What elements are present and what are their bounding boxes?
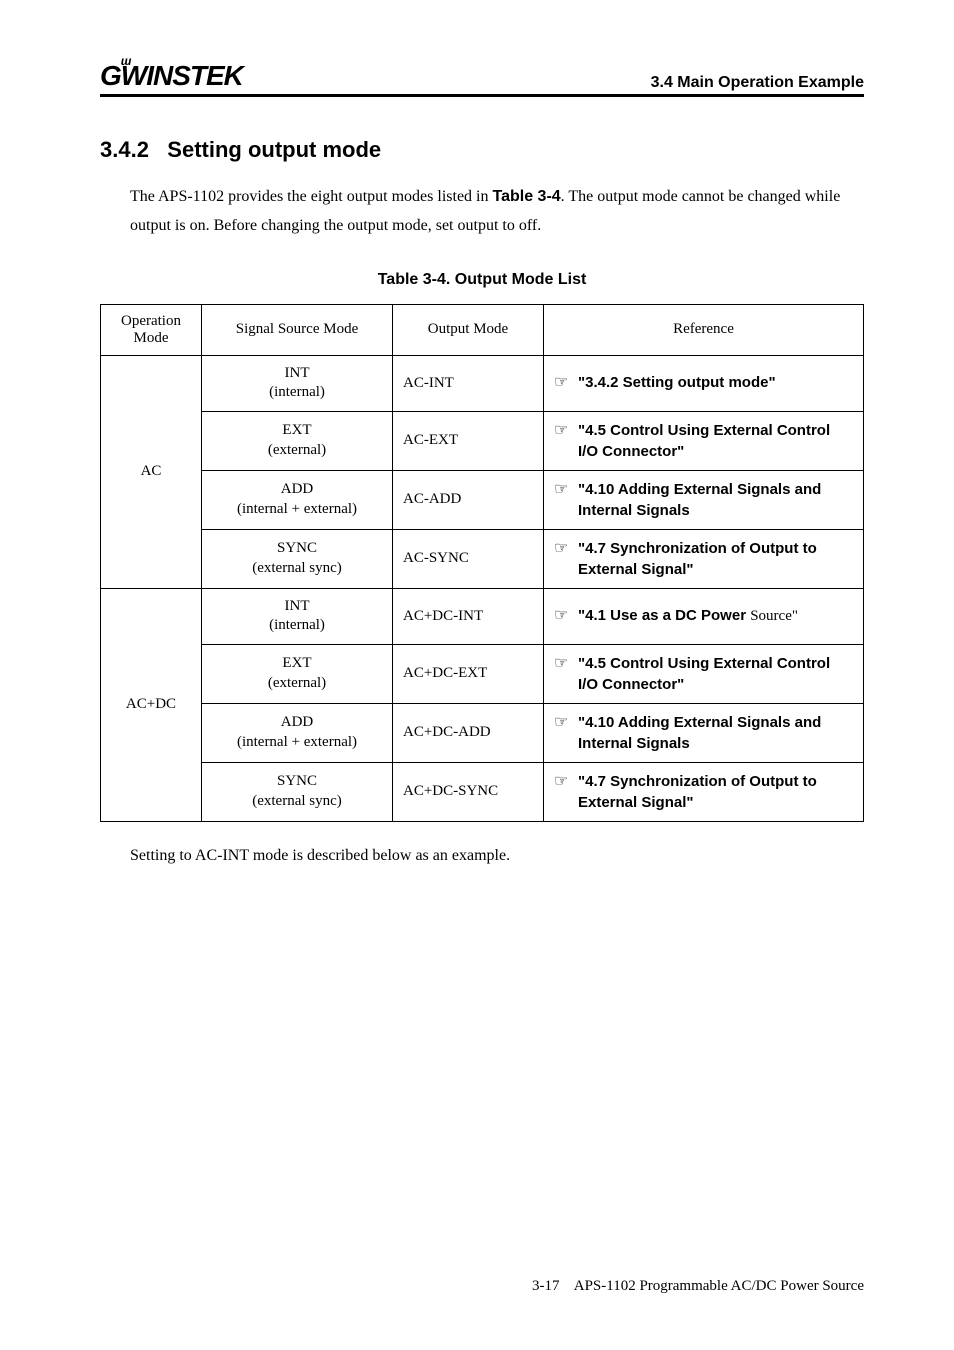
cell-reference: ☞"4.5 Control Using External Control I/O…	[544, 644, 864, 703]
th-signal-source: Signal Source Mode	[202, 304, 393, 355]
cell-output-mode: AC+DC-SYNC	[393, 762, 544, 821]
table-row: ACINT(internal)AC-INT☞"3.4.2 Setting out…	[101, 355, 864, 411]
page: GшWINSTEK 3.4 Main Operation Example 3.4…	[0, 0, 954, 1350]
cell-reference: ☞"4.7 Synchronization of Output to Exter…	[544, 762, 864, 821]
cell-output-mode: AC+DC-INT	[393, 588, 544, 644]
cell-output-mode: AC-SYNC	[393, 529, 544, 588]
th-operation-mode: Operation Mode	[101, 304, 202, 355]
cell-signal-source: EXT(external)	[202, 411, 393, 470]
reference-text: "4.1 Use as a DC Power Source"	[578, 605, 847, 627]
pointer-icon: ☞	[554, 479, 578, 501]
cell-output-mode: AC+DC-EXT	[393, 644, 544, 703]
pointer-icon: ☞	[554, 372, 578, 394]
pointer-icon: ☞	[554, 653, 578, 675]
cell-signal-source: INT(internal)	[202, 355, 393, 411]
cell-reference: ☞"4.1 Use as a DC Power Source"	[544, 588, 864, 644]
cell-signal-source: ADD(internal + external)	[202, 703, 393, 762]
reference-text: "4.10 Adding External Signals and Intern…	[578, 479, 847, 521]
heading-title: Setting output mode	[167, 137, 381, 162]
cell-signal-source: INT(internal)	[202, 588, 393, 644]
cell-output-mode: AC-ADD	[393, 470, 544, 529]
cell-reference: ☞"4.7 Synchronization of Output to Exter…	[544, 529, 864, 588]
brand-logo: GшWINSTEK	[100, 60, 243, 92]
after-table-text: Setting to AC-INT mode is described belo…	[130, 847, 864, 865]
cell-operation-mode: AC	[101, 355, 202, 588]
reference-text: "4.5 Control Using External Control I/O …	[578, 420, 847, 462]
intro-paragraph: The APS-1102 provides the eight output m…	[130, 183, 864, 241]
table-row: ADD(internal + external)AC-ADD☞"4.10 Add…	[101, 470, 864, 529]
page-header: GшWINSTEK 3.4 Main Operation Example	[100, 60, 864, 97]
reference-text: "3.4.2 Setting output mode"	[578, 372, 847, 393]
intro-table-ref: Table 3-4	[493, 188, 561, 205]
footer-page-number: 3-17	[532, 1278, 560, 1294]
pointer-icon: ☞	[554, 538, 578, 560]
reference-text: "4.10 Adding External Signals and Intern…	[578, 712, 847, 754]
table-row: EXT(external)AC-EXT☞"4.5 Control Using E…	[101, 411, 864, 470]
th-output-mode: Output Mode	[393, 304, 544, 355]
pointer-icon: ☞	[554, 605, 578, 627]
cell-output-mode: AC-EXT	[393, 411, 544, 470]
table-row: SYNC(external sync)AC-SYNC☞"4.7 Synchron…	[101, 529, 864, 588]
cell-signal-source: SYNC(external sync)	[202, 529, 393, 588]
page-footer: 3-17 APS-1102 Programmable AC/DC Power S…	[532, 1278, 864, 1295]
table-row: EXT(external)AC+DC-EXT☞"4.5 Control Usin…	[101, 644, 864, 703]
pointer-icon: ☞	[554, 771, 578, 793]
table-header-row: Operation Mode Signal Source Mode Output…	[101, 304, 864, 355]
reference-text: "4.7 Synchronization of Output to Extern…	[578, 538, 847, 580]
table-row: SYNC(external sync)AC+DC-SYNC☞"4.7 Synch…	[101, 762, 864, 821]
table-row: ADD(internal + external)AC+DC-ADD☞"4.10 …	[101, 703, 864, 762]
table-row: AC+DCINT(internal)AC+DC-INT☞"4.1 Use as …	[101, 588, 864, 644]
cell-reference: ☞"4.10 Adding External Signals and Inter…	[544, 470, 864, 529]
heading-number: 3.4.2	[100, 137, 149, 162]
pointer-icon: ☞	[554, 420, 578, 442]
reference-text: "4.5 Control Using External Control I/O …	[578, 653, 847, 695]
cell-output-mode: AC+DC-ADD	[393, 703, 544, 762]
cell-reference: ☞"3.4.2 Setting output mode"	[544, 355, 864, 411]
th-reference: Reference	[544, 304, 864, 355]
cell-reference: ☞"4.5 Control Using External Control I/O…	[544, 411, 864, 470]
intro-text-a: The APS-1102 provides the eight output m…	[130, 188, 493, 205]
pointer-icon: ☞	[554, 712, 578, 734]
table-caption: Table 3-4. Output Mode List	[100, 271, 864, 289]
section-heading: 3.4.2 Setting output mode	[100, 137, 864, 163]
cell-signal-source: ADD(internal + external)	[202, 470, 393, 529]
cell-output-mode: AC-INT	[393, 355, 544, 411]
output-mode-table: Operation Mode Signal Source Mode Output…	[100, 304, 864, 822]
cell-reference: ☞"4.10 Adding External Signals and Inter…	[544, 703, 864, 762]
reference-text: "4.7 Synchronization of Output to Extern…	[578, 771, 847, 813]
cell-signal-source: SYNC(external sync)	[202, 762, 393, 821]
header-section-ref: 3.4 Main Operation Example	[651, 74, 864, 92]
cell-signal-source: EXT(external)	[202, 644, 393, 703]
footer-doc-title: APS-1102 Programmable AC/DC Power Source	[574, 1278, 864, 1294]
cell-operation-mode: AC+DC	[101, 588, 202, 821]
